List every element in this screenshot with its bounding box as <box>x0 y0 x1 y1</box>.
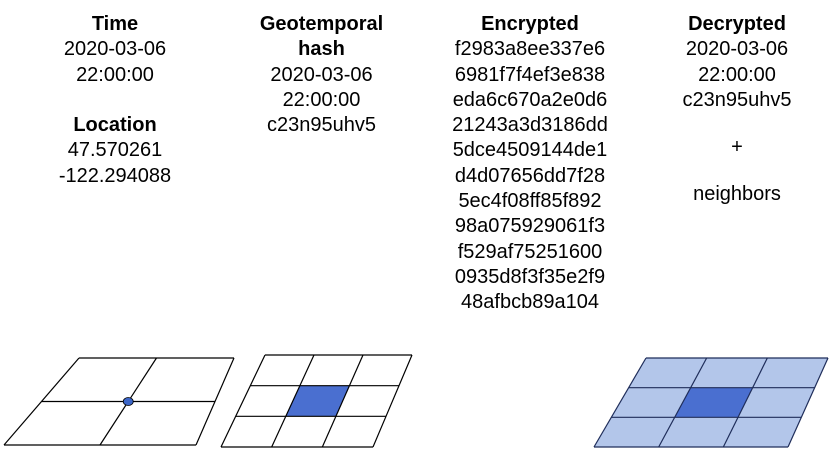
grid-col-line <box>787 357 829 448</box>
neighbor-cell <box>738 387 815 418</box>
geotemporal-date: 2020-03-06 <box>270 63 373 86</box>
encrypted-line: f529af75251600 <box>457 240 603 263</box>
grid-col-line <box>271 354 315 448</box>
encrypted-column: Encrypted f2983a8ee337e6 6981f7f4ef3e838… <box>435 12 625 316</box>
location-lon: -122.294088 <box>58 164 172 187</box>
neighbor-cell <box>658 417 738 447</box>
neighbor-cell <box>594 417 675 447</box>
decrypted-header: Decrypted <box>688 13 786 35</box>
center-cell <box>285 385 350 417</box>
neighbors-grid <box>593 357 829 448</box>
center-cell <box>674 387 753 418</box>
time-clock: 22:00:00 <box>76 63 154 86</box>
geotemporal-header-line1: Geotemporal <box>259 13 384 35</box>
encrypted-line: 6981f7f4ef3e838 <box>454 63 606 86</box>
grid-col-line <box>220 354 266 448</box>
decrypted-date: 2020-03-06 <box>685 38 789 61</box>
geotemporal-clock: 22:00:00 <box>282 88 361 111</box>
location-point-grid <box>3 357 235 446</box>
grid-col-line <box>195 357 235 446</box>
geotemporal-hash: c23n95uhv5 <box>267 114 376 137</box>
hash-cell-grid <box>220 354 413 448</box>
location-header: Location <box>73 114 157 137</box>
neighbor-cell <box>611 387 691 418</box>
grid-col-line <box>321 354 364 448</box>
decrypted-plus: + <box>731 136 743 159</box>
decrypted-clock: 22:00:00 <box>698 63 776 86</box>
time-location-column: Time 2020-03-06 22:00:00 Location 47.570… <box>40 12 190 189</box>
geotemporal-header-line2: hash <box>298 38 345 61</box>
encrypted-line: 21243a3d3186dd <box>452 114 608 137</box>
grid-col-line <box>593 357 647 448</box>
grid-col-line <box>3 357 80 446</box>
decrypted-neighbors: neighbors <box>693 183 781 206</box>
grid-col-line <box>658 357 708 448</box>
grid-col-line <box>722 357 768 448</box>
decrypted-column: Decrypted 2020-03-06 22:00:00 c23n95uhv5… <box>662 12 812 208</box>
location-lat: 47.570261 <box>67 139 163 162</box>
neighbor-cell <box>690 358 768 388</box>
encrypted-line: 0935d8f3f35e2f9 <box>454 265 606 288</box>
encrypted-header: Encrypted <box>481 13 579 35</box>
encrypted-line: 5dce4509144de1 <box>452 139 608 162</box>
geotemporal-column: Geotemporal hash 2020-03-06 22:00:00 c23… <box>244 12 399 138</box>
encrypted-line: f2983a8ee337e6 <box>454 38 606 61</box>
neighbor-cell <box>752 358 828 388</box>
grid-col-line <box>372 354 413 448</box>
neighbor-cell <box>723 417 802 447</box>
encrypted-line: d4d07656dd7f28 <box>454 164 606 187</box>
decrypted-hash: c23n95uhv5 <box>682 88 792 111</box>
time-header: Time <box>91 13 139 35</box>
location-point-marker <box>122 397 134 406</box>
neighbor-cell <box>628 358 707 388</box>
time-date: 2020-03-06 <box>63 38 167 61</box>
encrypted-line: 98a075929061f3 <box>454 215 606 238</box>
encrypted-line: 48afbcb89a104 <box>461 291 599 314</box>
encrypted-line: eda6c670a2e0d6 <box>452 88 608 111</box>
encrypted-line: 5ec4f08ff85f892 <box>458 190 602 213</box>
